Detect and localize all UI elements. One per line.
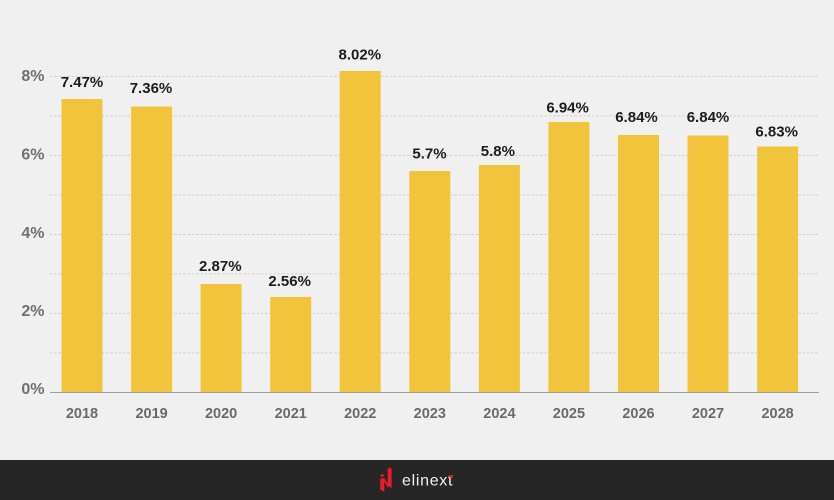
svg-text:2024: 2024 (483, 406, 515, 422)
svg-text:2026: 2026 (622, 406, 654, 422)
svg-text:6.84%: 6.84% (615, 109, 658, 126)
svg-text:2027: 2027 (692, 406, 724, 422)
svg-text:2018: 2018 (66, 406, 98, 422)
svg-text:2021: 2021 (275, 406, 307, 422)
svg-text:elinext: elinext (402, 473, 453, 490)
svg-text:5.7%: 5.7% (412, 146, 446, 163)
svg-text:2.87%: 2.87% (199, 258, 242, 275)
svg-text:2023: 2023 (414, 406, 446, 422)
svg-text:7.36%: 7.36% (130, 80, 173, 97)
svg-text:6.94%: 6.94% (546, 100, 589, 117)
svg-text:8.02%: 8.02% (339, 47, 382, 64)
svg-text:2025: 2025 (553, 406, 585, 422)
svg-text:2022: 2022 (344, 406, 376, 422)
svg-text:6%: 6% (21, 146, 44, 163)
svg-text:2028: 2028 (761, 406, 793, 422)
svg-text:4%: 4% (21, 225, 44, 242)
svg-text:8%: 8% (21, 68, 44, 85)
svg-text:5.8%: 5.8% (481, 143, 515, 160)
svg-text:0%: 0% (21, 381, 44, 398)
svg-text:6.84%: 6.84% (687, 109, 730, 126)
svg-text:2.56%: 2.56% (268, 273, 311, 290)
svg-text:2%: 2% (21, 303, 44, 320)
svg-text:6.83%: 6.83% (755, 124, 798, 141)
svg-text:2020: 2020 (205, 406, 237, 422)
svg-text:2019: 2019 (135, 406, 167, 422)
svg-text:7.47%: 7.47% (61, 74, 104, 91)
